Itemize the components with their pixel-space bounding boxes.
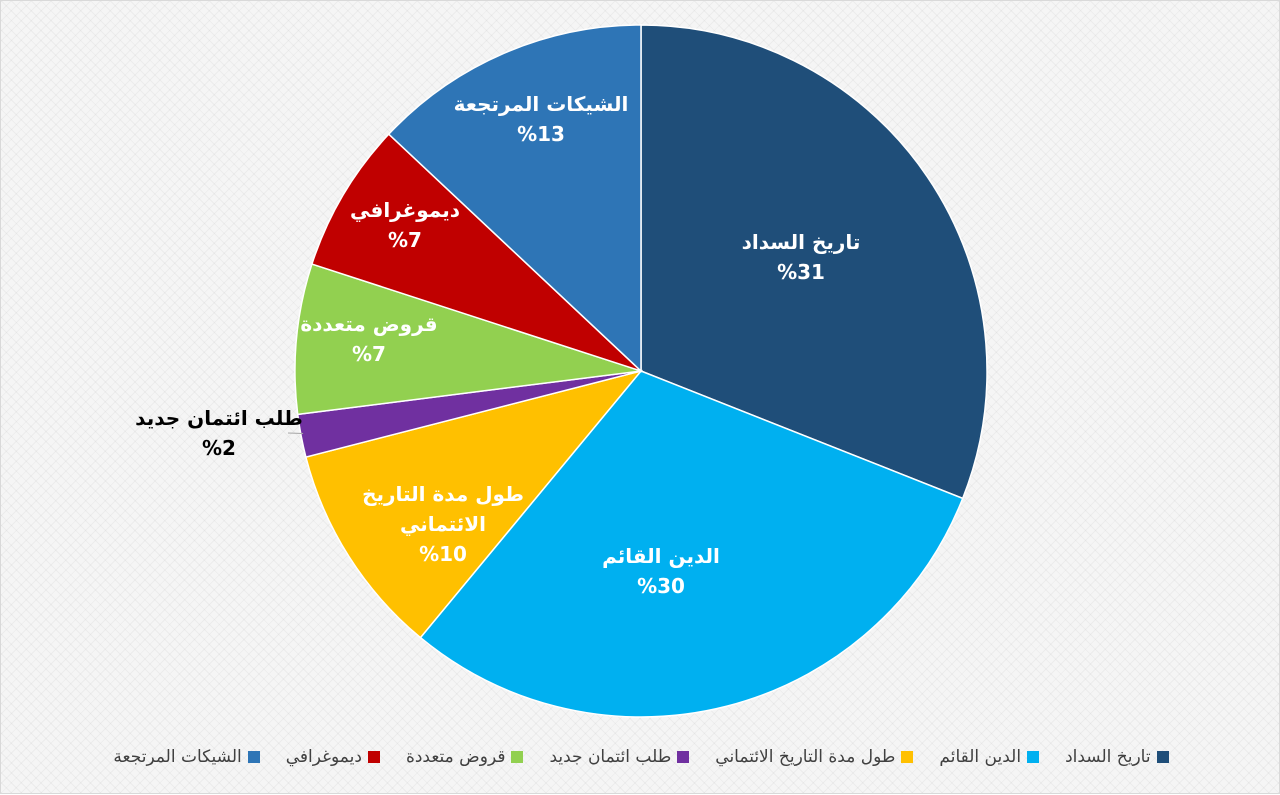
legend-item: طلب ائتمان جديد (549, 747, 690, 767)
legend-item: تاريخ السداد (1065, 747, 1169, 767)
legend-swatch (367, 751, 380, 763)
legend: تاريخ السداد الدين القائم طول مدة التاريخ … (61, 741, 1221, 773)
legend-label: الدين القائم (939, 747, 1022, 767)
legend-swatch (247, 751, 260, 763)
pie-slice (310, 133, 642, 372)
slice-value: %7 (388, 228, 422, 252)
slice-data-label: ديموغرافي %7 (350, 198, 460, 252)
slice-data-label: تاريخ السداد %31 (742, 230, 861, 284)
legend-swatch (901, 751, 914, 763)
slice-value: %7 (352, 342, 386, 366)
legend-label: ديموغرافي (285, 747, 362, 767)
legend-label: تاريخ السداد (1065, 747, 1151, 767)
pie-slice (640, 24, 988, 500)
pie-slices (294, 24, 988, 718)
pie-slice (304, 369, 644, 639)
slice-value: %10 (419, 542, 467, 566)
legend-swatch (1027, 751, 1040, 763)
slice-data-label: الدين القائم %30 (602, 544, 720, 598)
legend-label: طلب ائتمان جديد (549, 747, 672, 767)
legend-item: الدين القائم (939, 747, 1040, 767)
legend-swatch (1156, 751, 1169, 763)
pie-slice (387, 24, 642, 373)
legend-item: طول مدة التاريخ الائتماني (715, 747, 914, 767)
legend-label: قروض متعددة (405, 747, 506, 767)
slice-value: %13 (517, 122, 565, 146)
legend-item: ديموغرافي (286, 747, 380, 767)
slice-data-label: قروض متعددة %7 (300, 312, 437, 366)
legend-item: قروض متعددة (406, 747, 524, 767)
slice-data-label: طول مدة التاريخ الائتماني %10 (362, 482, 524, 566)
slice-data-label: الشيكات المرتجعة %13 (454, 92, 629, 146)
legend-label: طول مدة التاريخ الائتماني (715, 747, 896, 767)
slice-data-label: طلب ائتمان جديد %2 (135, 406, 303, 460)
legend-label: الشيكات المرتجعة (113, 747, 242, 767)
slice-leader-line (287, 432, 304, 434)
slice-value: %31 (777, 260, 825, 284)
legend-item: الشيكات المرتجعة (113, 747, 260, 767)
slice-labels: تاريخ السداد %31 الدين القائم %30 طول مدة ال… (135, 92, 860, 598)
pie-slice (294, 263, 642, 416)
legend-swatch (677, 751, 690, 763)
legend-swatch (511, 751, 524, 763)
slice-value: %30 (637, 574, 685, 598)
slice-value: %2 (202, 436, 236, 460)
pie-slice (419, 370, 964, 718)
